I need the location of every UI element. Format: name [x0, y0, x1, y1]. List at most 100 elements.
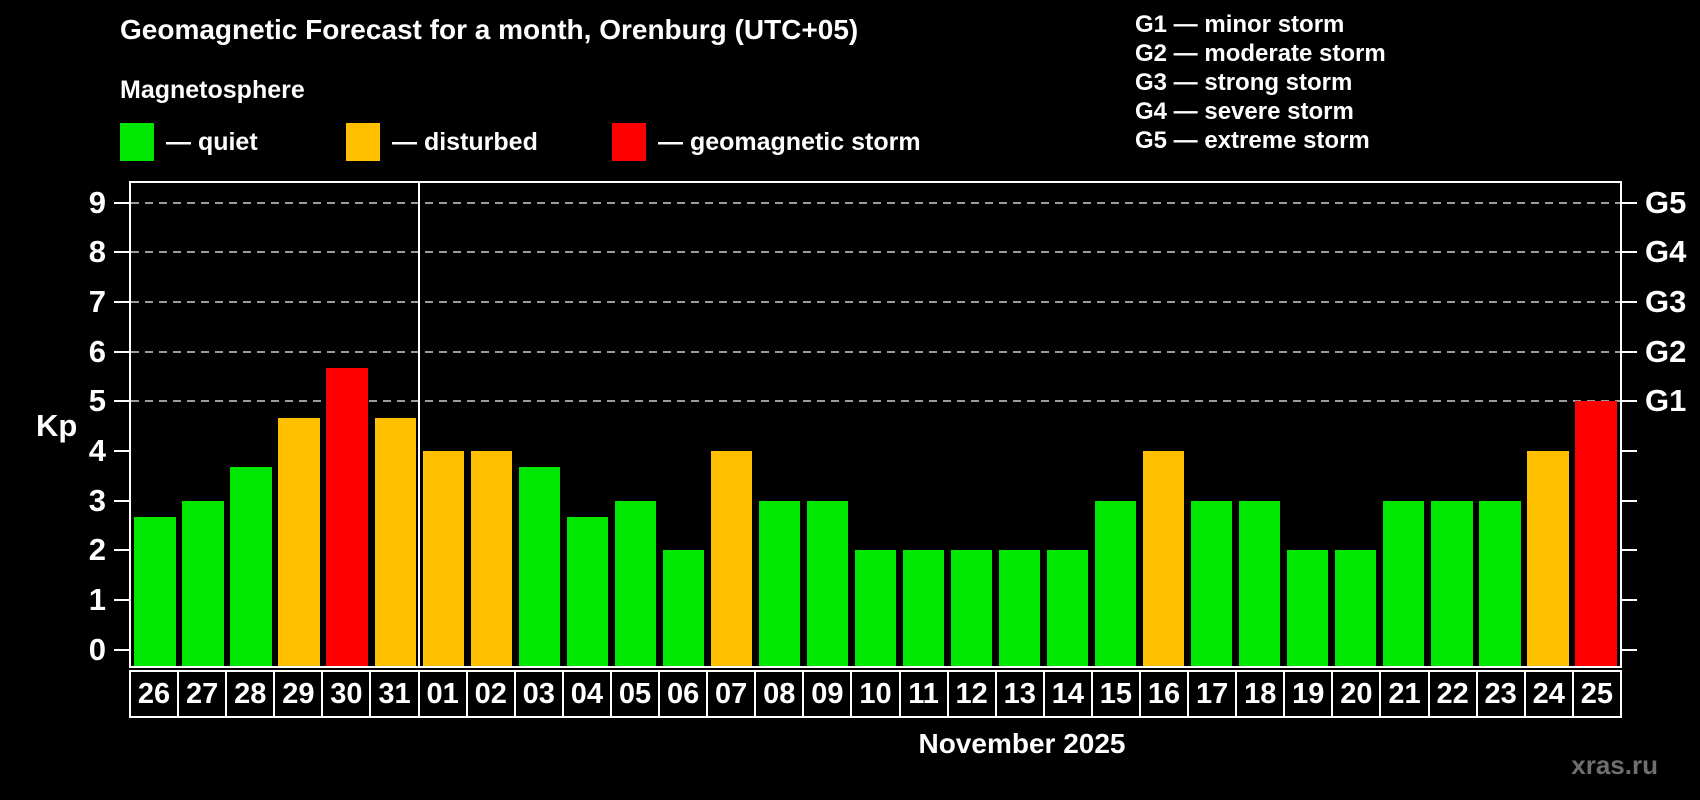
kp-bar-27 — [182, 500, 224, 666]
kp-bar-07 — [710, 451, 753, 666]
date-cell: 15 — [1090, 670, 1141, 718]
legend-label: — geomagnetic storm — [658, 127, 921, 156]
legend-label: — disturbed — [392, 127, 538, 156]
date-cell: 30 — [321, 670, 372, 718]
date-cell: 16 — [1138, 670, 1190, 718]
kp-bar-30 — [326, 368, 368, 666]
g-scale-label-g2: G2 — [1645, 333, 1687, 369]
kp-bar-21 — [1383, 500, 1425, 666]
g-scale-label-g4: G4 — [1645, 234, 1687, 270]
kp-bar-01 — [422, 451, 464, 666]
date-cell: 07 — [706, 670, 757, 718]
date-cell: 28 — [225, 670, 276, 718]
x-axis-date-row: 26 27 28 29 30 31 01 02 03 04 05 06 07 08 09 10 11 12 13 14… — [129, 670, 1622, 718]
watermark-text: xras.ru — [1571, 750, 1658, 780]
kp-bar-08 — [758, 500, 801, 666]
y-tick-left — [114, 251, 129, 254]
plot-area — [129, 181, 1622, 668]
date-cell: 22 — [1427, 670, 1478, 718]
y-tick-right — [1622, 350, 1637, 353]
y-tick-label: 3 — [88, 482, 106, 518]
date-cell: 25 — [1571, 670, 1622, 718]
y-tick-label: 4 — [88, 433, 106, 469]
legend-item-storm: — geomagnetic storm — [612, 122, 921, 162]
kp-bar-17 — [1191, 500, 1233, 666]
y-tick-label: 0 — [88, 631, 106, 667]
kp-bar-23 — [1479, 500, 1521, 666]
kp-bar-18 — [1239, 500, 1281, 666]
legend-label: — quiet — [166, 127, 258, 156]
kp-bar-25 — [1575, 401, 1617, 666]
kp-bar-05 — [614, 500, 656, 666]
date-cell: 26 — [129, 670, 180, 718]
y-tick-left — [114, 450, 129, 453]
gridline — [131, 301, 1620, 304]
date-cell: 09 — [802, 670, 853, 718]
date-cell: 02 — [465, 670, 516, 718]
kp-bar-12 — [950, 550, 993, 666]
y-tick-label: 9 — [88, 184, 106, 220]
y-axis-title: Kp — [36, 408, 78, 443]
date-cell: 03 — [513, 670, 564, 718]
date-cell: 29 — [273, 670, 324, 718]
legend-swatch-quiet — [120, 123, 154, 161]
y-tick-right — [1622, 251, 1637, 254]
y-tick-label: 2 — [88, 532, 106, 568]
date-cell: 18 — [1235, 670, 1286, 718]
month-separator-line — [418, 183, 421, 666]
kp-bar-26 — [134, 517, 176, 666]
g-scale-label-g3: G3 — [1645, 284, 1687, 320]
date-cell: 24 — [1523, 670, 1574, 718]
legend-item-disturbed: — disturbed — [346, 122, 538, 162]
storm-scale-item-g2: G2 — moderate storm — [1135, 40, 1386, 67]
legend-swatch-disturbed — [346, 123, 380, 161]
date-cell: 31 — [369, 670, 420, 718]
storm-scale-item-g4: G4 — severe storm — [1135, 98, 1354, 125]
y-tick-right — [1622, 648, 1637, 651]
gridline — [131, 400, 1620, 403]
y-tick-left — [114, 648, 129, 651]
date-cell: 10 — [850, 670, 901, 718]
y-tick-left — [114, 499, 129, 502]
kp-bar-02 — [470, 451, 512, 666]
y-tick-label: 7 — [88, 284, 106, 320]
date-cell: 27 — [177, 670, 228, 718]
kp-bar-13 — [998, 550, 1041, 666]
y-tick-right — [1622, 598, 1637, 601]
date-cell: 12 — [946, 670, 997, 718]
date-cell: 06 — [658, 670, 709, 718]
y-tick-label: 6 — [88, 333, 106, 369]
date-cell: 11 — [898, 670, 949, 718]
storm-scale-item-g5: G5 — extreme storm — [1135, 127, 1370, 154]
date-cell: 19 — [1283, 670, 1334, 718]
storm-scale-item-g1: G1 — minor storm — [1135, 11, 1345, 38]
date-cell: 05 — [609, 670, 661, 718]
date-cell: 21 — [1379, 670, 1430, 718]
y-tick-left — [114, 598, 129, 601]
y-tick-left — [114, 549, 129, 552]
date-cell: 23 — [1475, 670, 1526, 718]
kp-bar-20 — [1335, 550, 1377, 666]
y-tick-left — [114, 301, 129, 304]
kp-bar-19 — [1287, 550, 1329, 666]
kp-bar-04 — [566, 517, 608, 666]
gridline — [131, 251, 1620, 254]
y-tick-right — [1622, 301, 1637, 304]
x-axis-title: November 2025 — [918, 728, 1126, 759]
kp-bar-28 — [230, 467, 272, 666]
y-tick-label: 1 — [88, 581, 106, 617]
y-tick-right — [1622, 549, 1637, 552]
kp-bar-24 — [1527, 451, 1569, 666]
storm-scale-legend: G1 — minor storm G2 — moderate storm G3 … — [1135, 10, 1386, 155]
kp-bar-14 — [1046, 550, 1089, 666]
kp-bar-22 — [1431, 500, 1473, 666]
chart-subtitle: Magnetosphere — [120, 76, 305, 104]
kp-bar-29 — [278, 417, 320, 666]
storm-scale-item-g3: G3 — strong storm — [1135, 69, 1353, 96]
y-tick-left — [114, 201, 129, 204]
legend-swatch-storm — [612, 123, 646, 161]
y-tick-right — [1622, 499, 1637, 502]
chart-title: Geomagnetic Forecast for a month, Orenbu… — [120, 14, 859, 45]
kp-bar-11 — [902, 550, 945, 666]
